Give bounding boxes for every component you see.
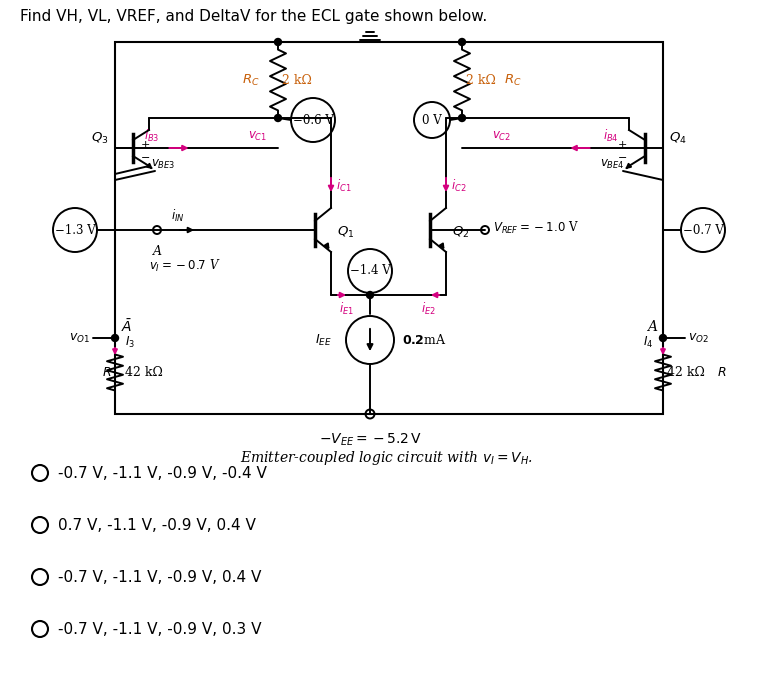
Text: −1.3 V: −1.3 V — [55, 224, 96, 237]
Circle shape — [459, 38, 466, 45]
Text: $I_3$: $I_3$ — [125, 335, 135, 350]
Text: $Q_1$: $Q_1$ — [337, 224, 354, 239]
Circle shape — [275, 115, 282, 121]
Text: $v_{O2}$: $v_{O2}$ — [688, 331, 709, 344]
Text: $R$: $R$ — [717, 366, 726, 379]
Text: $V_{REF} = -1.0$ V: $V_{REF} = -1.0$ V — [493, 220, 579, 236]
Text: 2 kΩ: 2 kΩ — [466, 73, 496, 86]
Text: $i_{B4}$: $i_{B4}$ — [603, 128, 618, 144]
Text: $-V_{EE}=-5.2\,\mathrm{V}$: $-V_{EE}=-5.2\,\mathrm{V}$ — [319, 432, 422, 449]
Text: 0 V: 0 V — [422, 113, 442, 126]
Circle shape — [367, 292, 374, 298]
Text: -0.7 V, -1.1 V, -0.9 V, -0.4 V: -0.7 V, -1.1 V, -0.9 V, -0.4 V — [58, 466, 267, 480]
Text: $i_{B3}$: $i_{B3}$ — [144, 128, 159, 144]
Circle shape — [659, 335, 666, 342]
Text: $i_{E2}$: $i_{E2}$ — [421, 301, 436, 317]
Text: $v_{C2}$: $v_{C2}$ — [492, 130, 511, 143]
Text: Emitter-coupled logic circuit with $v_I = V_H$.: Emitter-coupled logic circuit with $v_I … — [239, 449, 533, 467]
Text: $i_{C2}$: $i_{C2}$ — [451, 178, 466, 194]
Text: $Q_3$: $Q_3$ — [91, 130, 109, 145]
Text: -0.7 V, -1.1 V, -0.9 V, 0.4 V: -0.7 V, -1.1 V, -0.9 V, 0.4 V — [58, 569, 262, 584]
Text: $Q_2$: $Q_2$ — [452, 224, 469, 239]
Text: Find VH, VL, VREF, and DeltaV for the ECL gate shown below.: Find VH, VL, VREF, and DeltaV for the EC… — [20, 8, 487, 23]
Text: $i_{IN}$: $i_{IN}$ — [171, 208, 185, 224]
Text: −0.6 V: −0.6 V — [293, 113, 334, 126]
Text: $i_{E1}$: $i_{E1}$ — [339, 301, 354, 317]
Text: $\bar{A}$: $\bar{A}$ — [121, 318, 132, 335]
Text: −1.4 V: −1.4 V — [350, 265, 391, 278]
Text: $v_{O1}$: $v_{O1}$ — [69, 331, 90, 344]
Circle shape — [275, 38, 282, 45]
Text: A: A — [647, 320, 657, 334]
Text: $v_{C1}$: $v_{C1}$ — [248, 130, 267, 143]
Text: 42 kΩ: 42 kΩ — [125, 366, 163, 379]
Text: -0.7 V, -1.1 V, -0.9 V, 0.3 V: -0.7 V, -1.1 V, -0.9 V, 0.3 V — [58, 622, 262, 637]
Text: A: A — [153, 245, 161, 258]
Text: $I_{EE}$: $I_{EE}$ — [315, 333, 332, 348]
Bar — [115, 42, 663, 414]
Text: $v_I = -0.7$ V: $v_I = -0.7$ V — [149, 258, 221, 274]
Text: $v_{BE4}$: $v_{BE4}$ — [601, 158, 625, 171]
Text: $I_4$: $I_4$ — [643, 335, 653, 350]
Text: −0.7 V: −0.7 V — [682, 224, 723, 237]
Text: +: + — [618, 140, 627, 150]
Text: 42 kΩ: 42 kΩ — [667, 366, 705, 379]
Circle shape — [111, 335, 118, 342]
Text: 0.7 V, -1.1 V, -0.9 V, 0.4 V: 0.7 V, -1.1 V, -0.9 V, 0.4 V — [58, 517, 256, 532]
Text: +: + — [141, 140, 151, 150]
Text: $R_C$: $R_C$ — [242, 73, 260, 88]
Text: $Q_4$: $Q_4$ — [669, 130, 687, 145]
Text: $v_{BE3}$: $v_{BE3}$ — [151, 158, 175, 171]
Text: 2 kΩ: 2 kΩ — [282, 73, 312, 86]
Text: $\mathbf{0.2}$mA: $\mathbf{0.2}$mA — [402, 333, 447, 347]
Circle shape — [459, 115, 466, 121]
Text: −: − — [141, 153, 151, 163]
Text: −: − — [618, 153, 627, 163]
Text: $R_C$: $R_C$ — [504, 73, 522, 88]
Text: $i_{C1}$: $i_{C1}$ — [336, 178, 351, 194]
Text: $R$: $R$ — [101, 366, 111, 379]
